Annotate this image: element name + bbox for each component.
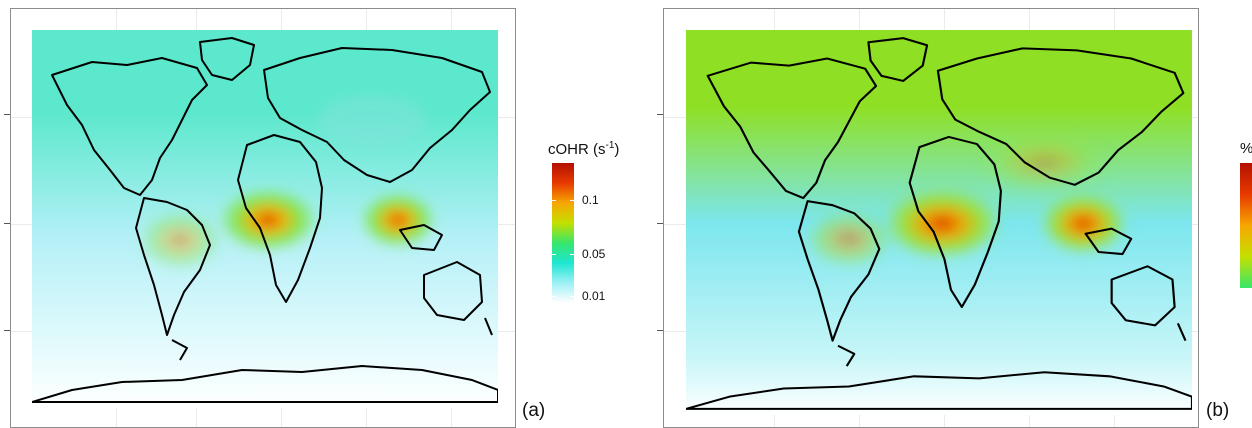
legend-tick-a-2: 0.01 — [582, 289, 606, 303]
legend-title-a: cOHR (s-1) — [548, 140, 620, 158]
panel-a: cOHR (s-1) 0.1 0.05 0.01 (a) — [0, 0, 626, 428]
panel-label-a: (a) — [522, 400, 546, 421]
world-map-a — [32, 30, 498, 408]
world-map-b — [686, 30, 1192, 415]
coastlines-a — [32, 37, 498, 403]
colorbar-a — [552, 163, 574, 303]
legend-tick-a-0: 0.1 — [582, 193, 599, 207]
panel-label-b: (b) — [1206, 400, 1230, 421]
coastlines-b — [686, 37, 1192, 410]
panel-b: % (b) — [626, 0, 1252, 428]
colorbar-b — [1240, 163, 1252, 288]
legend-tick-a-1: 0.05 — [582, 247, 606, 261]
legend-title-b: % — [1240, 140, 1252, 157]
